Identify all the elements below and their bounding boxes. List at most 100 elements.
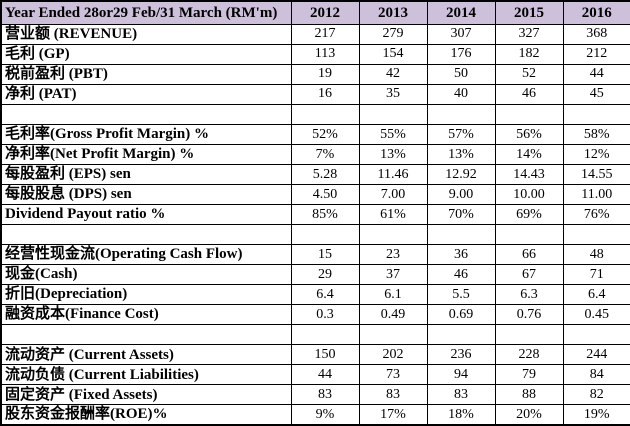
value-cell: 55%	[358, 123, 428, 145]
value-cell: 13%	[426, 143, 496, 165]
value-cell: 29	[290, 264, 360, 286]
table-row: 折旧(Depreciation) 6.4 6.1 5.5 6.3 6.4	[0, 284, 630, 306]
row-label: 现金(Cash)	[0, 264, 292, 286]
value-cell	[290, 223, 360, 246]
table-row: 股东资金报酬率(ROE)% 9% 17% 18% 20% 19%	[0, 404, 630, 426]
row-label: 流动资产 (Current Assets)	[0, 344, 292, 366]
value-cell: 82	[562, 384, 630, 406]
row-label: 流动负债 (Current Liabilities)	[0, 364, 292, 386]
table-row: 流动资产 (Current Assets) 150 202 236 228 244	[0, 344, 630, 366]
row-label	[0, 103, 292, 125]
value-cell: 12%	[562, 143, 630, 165]
value-cell: 69%	[494, 203, 564, 225]
spacer-row	[0, 103, 630, 125]
value-cell: 6.4	[562, 284, 630, 306]
value-cell: 84	[562, 364, 630, 386]
value-cell: 228	[494, 344, 564, 366]
value-cell: 14.43	[494, 163, 564, 185]
table-row: 每股盈利 (EPS) sen 5.28 11.46 12.92 14.43 14.55	[0, 163, 630, 185]
value-cell: 44	[290, 364, 360, 386]
value-cell: 113	[290, 43, 360, 65]
row-label: 毛利率(Gross Profit Margin) %	[0, 123, 292, 145]
year-header-2016: 2016	[562, 0, 630, 25]
table-row: 税前盈利 (PBT) 19 42 50 52 44	[0, 63, 630, 85]
row-label	[0, 324, 292, 346]
table-row: 营业额 (REVENUE) 217 279 307 327 368	[0, 23, 630, 45]
value-cell: 11.00	[562, 183, 630, 205]
value-cell: 52	[494, 63, 564, 85]
value-cell: 50	[426, 63, 496, 85]
value-cell: 279	[358, 23, 428, 45]
value-cell	[494, 103, 564, 125]
value-cell: 0.3	[290, 304, 360, 326]
value-cell: 236	[426, 344, 496, 366]
table-title-cell: Year Ended 28or29 Feb/31 March (RM'm)	[0, 0, 292, 25]
value-cell: 0.69	[426, 304, 496, 326]
spacer-row	[0, 223, 630, 246]
value-cell	[494, 324, 564, 346]
value-cell: 67	[494, 264, 564, 286]
value-cell: 19%	[562, 404, 630, 426]
value-cell	[358, 103, 428, 125]
value-cell: 94	[426, 364, 496, 386]
table-row: 固定资产 (Fixed Assets) 83 83 83 88 82	[0, 384, 630, 406]
value-cell: 71	[562, 264, 630, 286]
value-cell: 35	[358, 83, 428, 105]
value-cell: 45	[562, 83, 630, 105]
value-cell: 11.46	[358, 163, 428, 185]
value-cell	[290, 103, 360, 125]
year-header-2015: 2015	[494, 0, 564, 25]
value-cell: 61%	[358, 203, 428, 225]
value-cell: 176	[426, 43, 496, 65]
value-cell: 44	[562, 63, 630, 85]
row-label: 经营性现金流(Operating Cash Flow)	[0, 244, 292, 266]
table-row: Dividend Payout ratio % 85% 61% 70% 69% 76%	[0, 203, 630, 225]
value-cell: 150	[290, 344, 360, 366]
value-cell: 16	[290, 83, 360, 105]
value-cell: 19	[290, 63, 360, 85]
row-label: 股东资金报酬率(ROE)%	[0, 404, 292, 426]
value-cell: 327	[494, 23, 564, 45]
year-header-2013: 2013	[358, 0, 428, 25]
value-cell: 15	[290, 244, 360, 266]
value-cell: 307	[426, 23, 496, 45]
value-cell: 76%	[562, 203, 630, 225]
value-cell: 73	[358, 364, 428, 386]
value-cell: 368	[562, 23, 630, 45]
value-cell: 17%	[358, 404, 428, 426]
value-cell	[562, 324, 630, 346]
value-cell: 48	[562, 244, 630, 266]
year-header-2014: 2014	[426, 0, 496, 25]
spacer-row	[0, 324, 630, 346]
value-cell: 5.28	[290, 163, 360, 185]
value-cell: 20%	[494, 404, 564, 426]
value-cell	[562, 103, 630, 125]
value-cell: 46	[494, 83, 564, 105]
value-cell: 14.55	[562, 163, 630, 185]
value-cell: 6.3	[494, 284, 564, 306]
value-cell	[562, 223, 630, 246]
value-cell	[358, 324, 428, 346]
row-label: 税前盈利 (PBT)	[0, 63, 292, 85]
value-cell: 58%	[562, 123, 630, 145]
value-cell: 0.49	[358, 304, 428, 326]
table-row: 每股股息 (DPS) sen 4.50 7.00 9.00 10.00 11.00	[0, 183, 630, 205]
value-cell	[358, 223, 428, 246]
value-cell: 70%	[426, 203, 496, 225]
value-cell: 212	[562, 43, 630, 65]
year-header-2012: 2012	[290, 0, 360, 25]
value-cell: 52%	[290, 123, 360, 145]
value-cell: 0.45	[562, 304, 630, 326]
value-cell: 42	[358, 63, 428, 85]
value-cell: 14%	[494, 143, 564, 165]
value-cell: 57%	[426, 123, 496, 145]
value-cell: 202	[358, 344, 428, 366]
value-cell: 217	[290, 23, 360, 45]
value-cell: 7.00	[358, 183, 428, 205]
value-cell: 56%	[494, 123, 564, 145]
value-cell	[290, 324, 360, 346]
value-cell: 9%	[290, 404, 360, 426]
value-cell: 6.4	[290, 284, 360, 306]
row-label: 融资成本(Finance Cost)	[0, 304, 292, 326]
value-cell: 12.92	[426, 163, 496, 185]
